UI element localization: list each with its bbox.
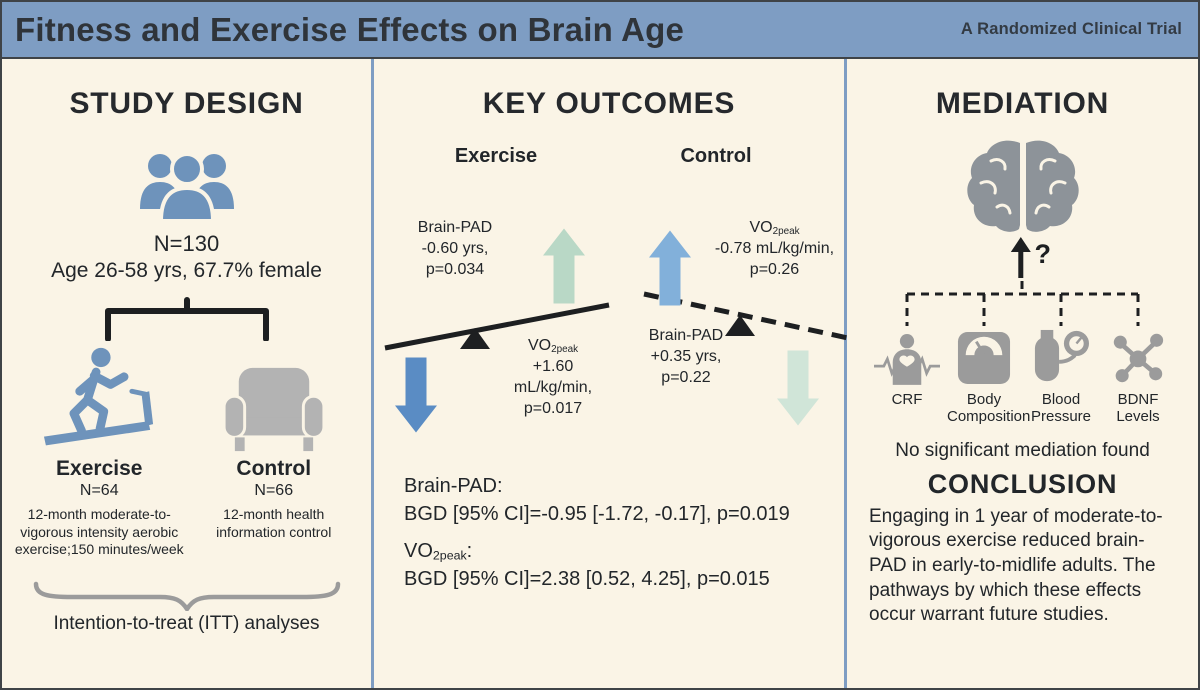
mediator-body-composition: Body Composition: [947, 327, 1031, 426]
stat-line: +1.60 mL/kg/min,: [513, 358, 593, 396]
stat-line: VO2peak: [527, 337, 579, 356]
population-demographics: Age 26-58 yrs, 67.7% female: [51, 259, 322, 282]
study-arms: Exercise N=64 12-month moderate-to-vigor…: [2, 343, 371, 559]
mediation-panel: MEDIATION: [847, 59, 1198, 688]
exercise-seesaw-plank: [384, 302, 610, 351]
stat-line: VO2peak: [749, 219, 800, 238]
key-outcomes-panel: KEY OUTCOMES Exercise Control Brain-PAD …: [374, 59, 849, 688]
stat-line: p=0.034: [425, 260, 485, 278]
stat-line: Brain-PAD: [648, 327, 724, 344]
vo2peak-down-arrow: [777, 350, 819, 426]
stat-line: -0.60 yrs,: [421, 239, 489, 257]
question-mark: ?: [1034, 239, 1052, 269]
randomization-branch-connector: [2, 297, 371, 342]
stat-line: Brain-PAD: [417, 219, 493, 236]
brainpad-down-arrow: [395, 357, 437, 433]
stat-line: p=0.26: [749, 260, 800, 278]
mediator-label: CRF: [891, 391, 923, 408]
seesaw-area: Brain-PAD -0.60 yrs, p=0.034 VO2peak +1.…: [374, 176, 849, 433]
population-n: N=130: [153, 231, 220, 256]
control-arm-n: N=66: [254, 482, 294, 499]
control-arm-label: Control: [236, 457, 312, 480]
exercise-arm: Exercise N=64 12-month moderate-to-vigor…: [12, 343, 187, 559]
blood-pressure-cuff-icon: [1024, 327, 1098, 385]
control-vo2peak-result: VO2peak -0.78 mL/kg/min, p=0.26: [702, 218, 847, 281]
exercise-arm-label: Exercise: [56, 457, 143, 480]
figure-content: STUDY DESIGN N=130 Age 26-58 yrs, 67.7% …: [2, 59, 1198, 688]
vo2peak-stat-value: BGD [95% CI]=2.38 [0.52, 4.25], p=0.015: [404, 568, 770, 591]
vo2peak-stat-label: VO2peak:: [404, 540, 473, 563]
armchair-icon: [187, 343, 362, 455]
stat-line: -0.78 mL/kg/min,: [714, 240, 835, 258]
mediation-question: ?: [847, 235, 1198, 281]
curly-brace: [2, 581, 371, 613]
control-arm-description: 12-month health information control: [216, 506, 332, 540]
mediator-label: Body Composition: [947, 391, 1031, 426]
vo2peak-up-arrow: [543, 228, 585, 304]
itt-analysis-note: Intention-to-treat (ITT) analyses: [53, 612, 320, 634]
stat-line: +0.35 yrs,: [650, 347, 722, 365]
up-arrow-icon: [1010, 237, 1031, 278]
exercise-arm-description: 12-month moderate-to-vigorous intensity …: [14, 506, 184, 558]
treadmill-runner-icon: [12, 343, 187, 455]
mediator-label: Blood Pressure: [1030, 391, 1092, 426]
group-labels: Exercise Control: [374, 145, 844, 168]
mediation-heading: MEDIATION: [935, 87, 1110, 120]
conclusion-heading: CONCLUSION: [927, 468, 1118, 499]
mediator-crf: CRF: [870, 327, 944, 426]
control-arm: Control N=66 12-month health information…: [187, 343, 362, 559]
conclusion-text: Engaging in 1 year of moderate-to-vigoro…: [869, 505, 1163, 626]
mediator-blood-pressure: Blood Pressure: [1024, 327, 1098, 426]
mediator-connector-lines: [870, 281, 1175, 327]
mediator-bdnf: BDNF Levels: [1101, 327, 1175, 426]
exercise-seesaw: Brain-PAD -0.60 yrs, p=0.034 VO2peak +1.…: [383, 216, 611, 451]
heart-rate-person-icon: [870, 327, 944, 385]
control-group-label: Control: [680, 145, 752, 167]
scale-icon: [947, 327, 1021, 385]
population-group-icon: [2, 143, 371, 223]
study-design-heading: STUDY DESIGN: [69, 87, 304, 120]
key-outcomes-heading: KEY OUTCOMES: [482, 87, 736, 120]
mediators-row: CRF Body Composition: [870, 327, 1175, 426]
exercise-brainpad-result: Brain-PAD -0.60 yrs, p=0.034: [405, 218, 505, 280]
brainpad-stat-label: Brain-PAD:: [404, 475, 503, 497]
mediation-result: No significant mediation found: [895, 439, 1150, 461]
brainpad-up-arrow: [649, 230, 691, 306]
study-design-panel: STUDY DESIGN N=130 Age 26-58 yrs, 67.7% …: [2, 59, 374, 688]
figure-title: Fitness and Exercise Effects on Brain Ag…: [15, 10, 685, 48]
stat-line: p=0.017: [523, 399, 583, 417]
mediator-label: BDNF Levels: [1116, 391, 1160, 426]
control-brainpad-result: Brain-PAD +0.35 yrs, p=0.22: [642, 326, 730, 388]
brainpad-stat-value: BGD [95% CI]=-0.95 [-1.72, -0.17], p=0.0…: [404, 503, 790, 525]
brain-icon: [847, 137, 1198, 233]
control-seesaw: VO2peak -0.78 mL/kg/min, p=0.26 Brain-PA…: [642, 216, 850, 451]
exercise-vo2peak-result: VO2peak +1.60 mL/kg/min, p=0.017: [497, 336, 609, 419]
title-bar: Fitness and Exercise Effects on Brain Ag…: [2, 2, 1198, 59]
exercise-arm-n: N=64: [79, 482, 119, 499]
outcome-statistics: Brain-PAD: BGD [95% CI]=-0.95 [-1.72, -0…: [374, 472, 844, 593]
stat-line: p=0.22: [661, 368, 711, 386]
molecule-icon: [1101, 327, 1175, 385]
figure-subtitle: A Randomized Clinical Trial: [960, 20, 1182, 38]
exercise-group-label: Exercise: [454, 145, 538, 167]
